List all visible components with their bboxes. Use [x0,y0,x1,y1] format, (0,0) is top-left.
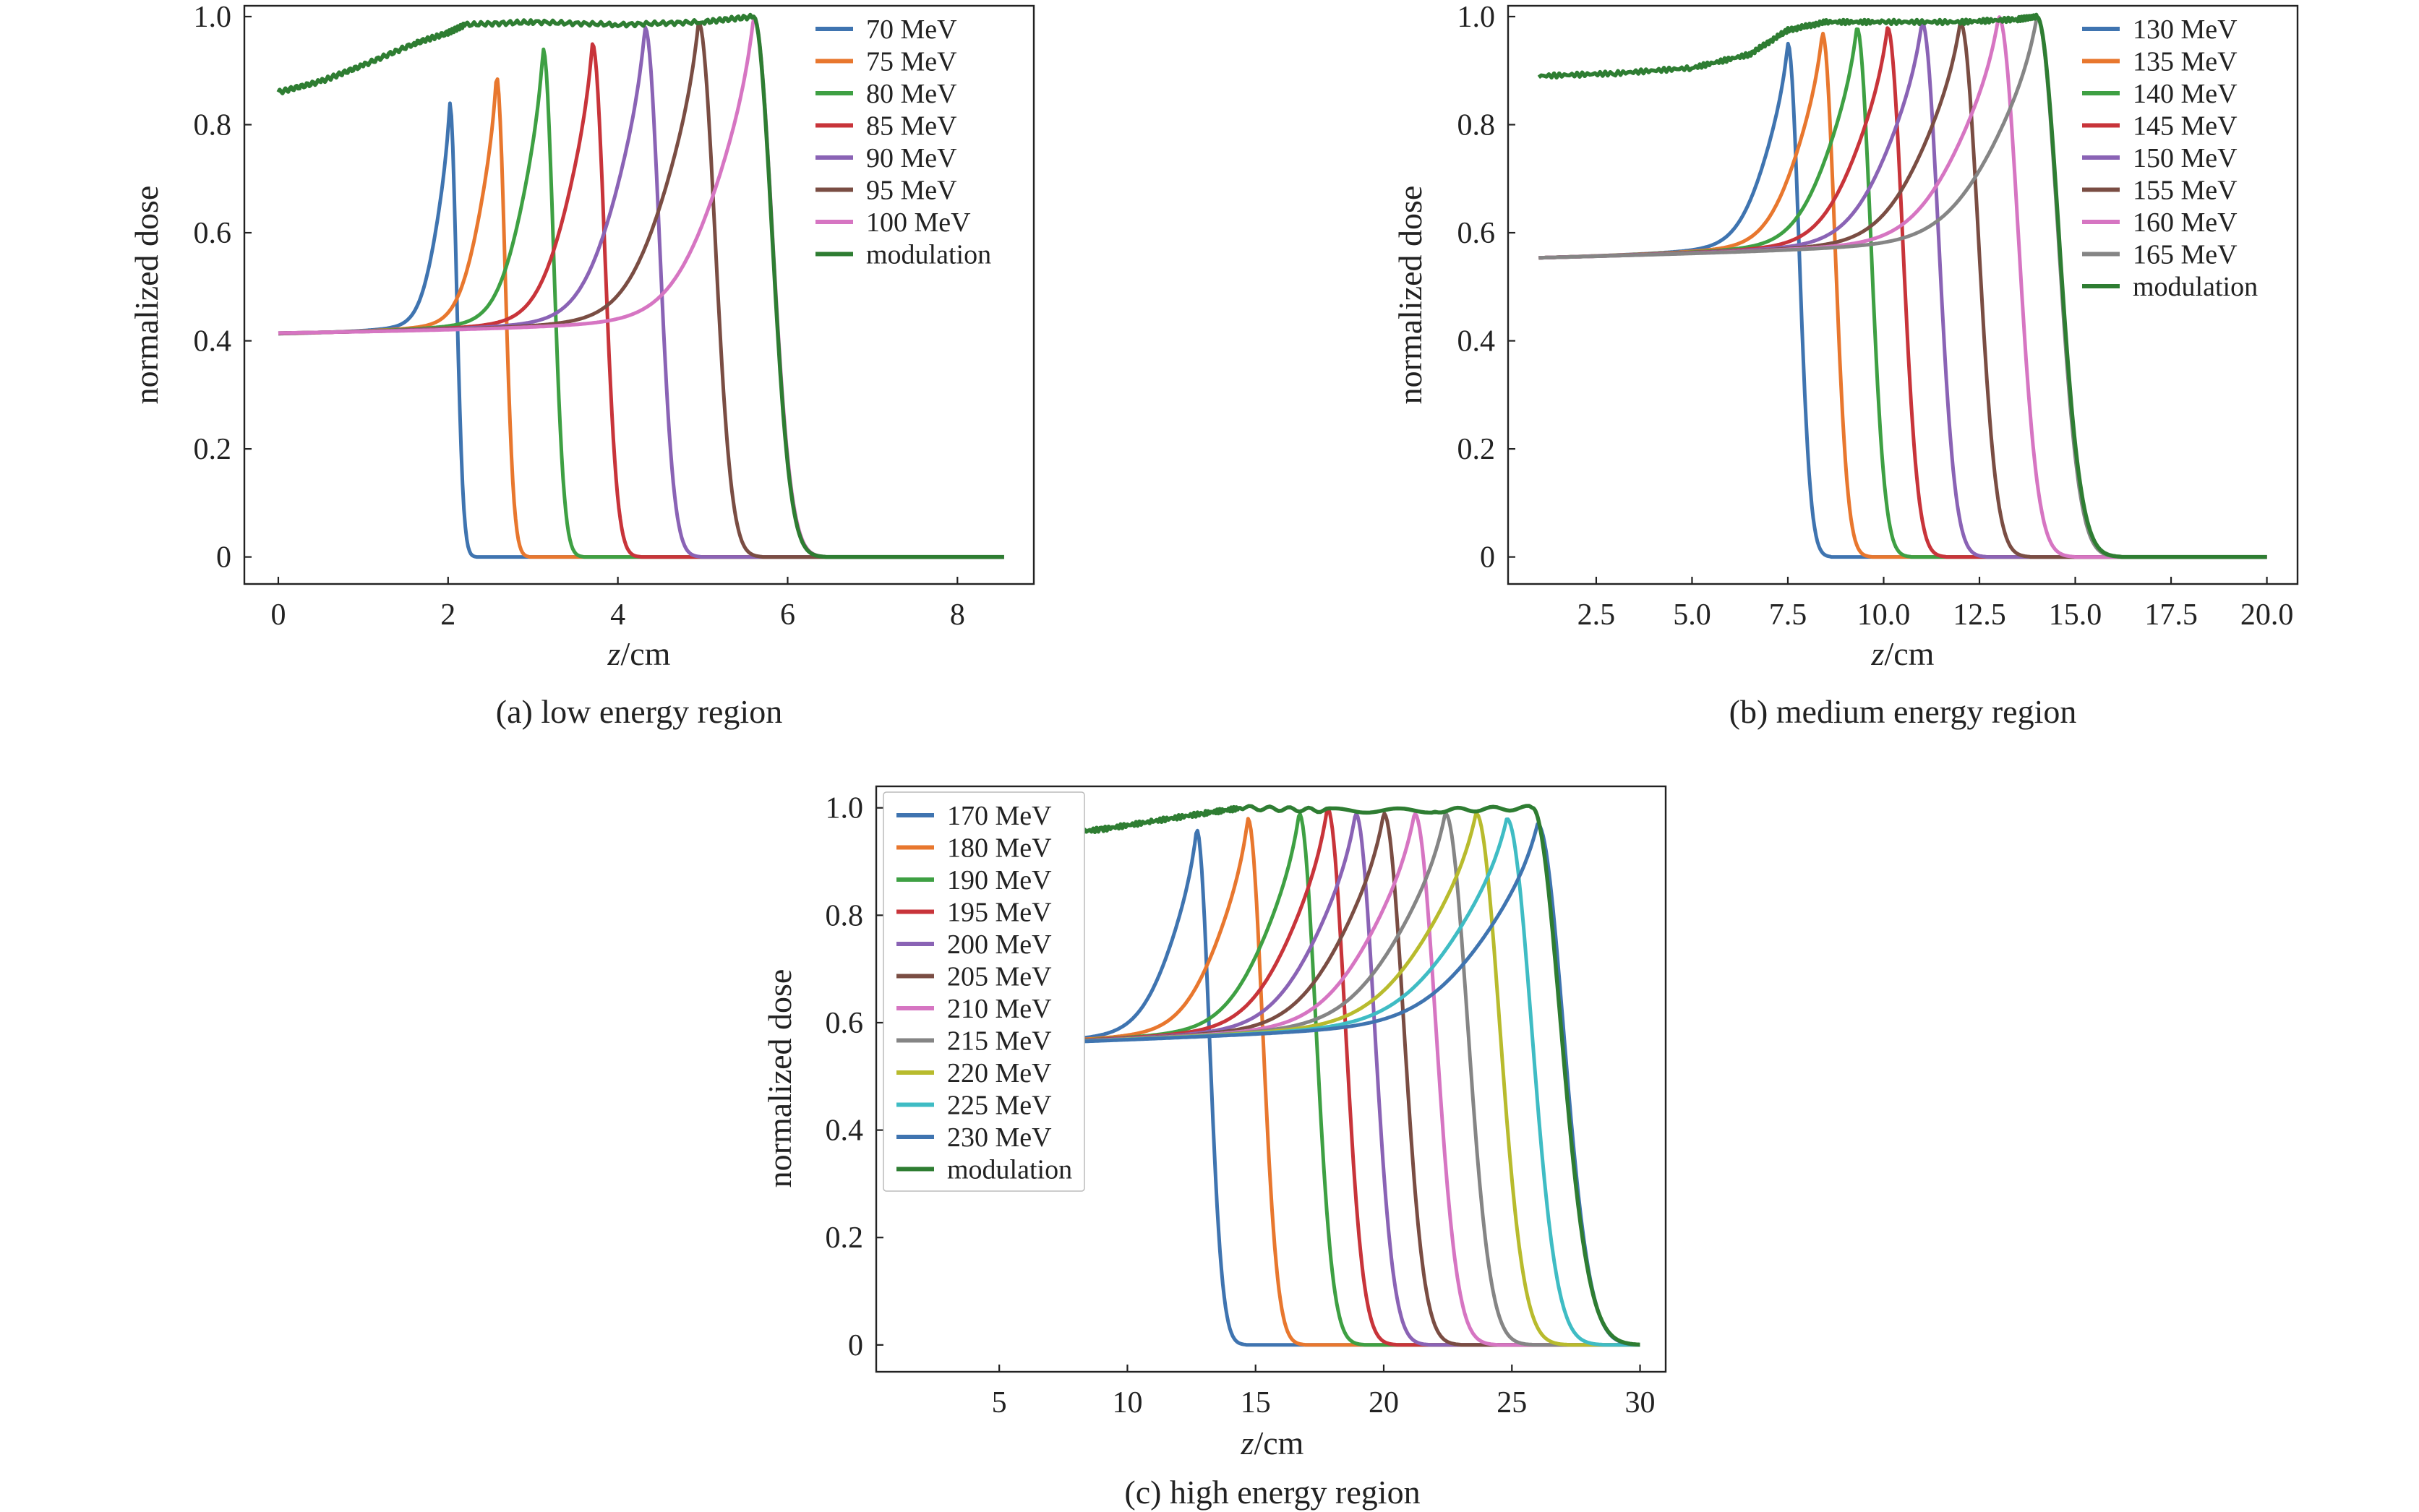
legend-label: 135 MeV [2133,47,2238,77]
legend-label: 85 MeV [866,111,957,142]
legend-label: 155 MeV [2133,176,2238,206]
legend-label: 230 MeV [947,1122,1052,1153]
x-tick-label: 7.5 [1769,598,1807,632]
x-tick-label: 12.5 [1953,598,2006,632]
legend-label: 205 MeV [947,962,1052,992]
x-tick-label: 8 [950,598,965,632]
legend-label: 80 MeV [866,79,957,109]
legend-label: 165 MeV [2133,240,2238,270]
x-tick-label: 20.0 [2240,598,2294,632]
x-tick-label: 10.0 [1857,598,1911,632]
plot-area [276,12,1005,559]
legend-label: 215 MeV [947,1026,1052,1057]
y-tick-label: 0.2 [194,433,232,466]
legend-label: 195 MeV [947,898,1052,928]
x-tick-label: 17.5 [2144,598,2198,632]
x-tick-label: 25 [1497,1386,1527,1419]
y-tick-label: 0 [1480,541,1495,575]
x-tick-label: 5 [992,1386,1007,1419]
x-tick-label: 0 [270,598,286,632]
legend-label: 210 MeV [947,994,1052,1024]
y-tick-label: 0.4 [194,325,232,358]
legend-label: 170 MeV [947,801,1052,831]
x-tick-label: 10 [1112,1386,1142,1419]
x-axis-label: z/cm [1871,635,1935,672]
legend-label: 100 MeV [866,207,971,238]
x-tick-label: 30 [1625,1386,1656,1419]
chart-caption: (a) low energy region [496,693,782,730]
y-tick-label: 0.6 [826,1007,864,1040]
y-tick-label: 0 [848,1329,863,1362]
plot-frame [875,785,1667,1373]
plot-frame [1507,4,2299,585]
series-line-modulation [276,12,1005,559]
y-tick-label: 0.8 [194,108,232,142]
y-axis-label: normalized dose [128,186,165,405]
x-axis-label: z/cm [1241,1425,1304,1461]
series-line-modulation [1537,12,2268,559]
legend-label: 225 MeV [947,1091,1052,1121]
chart-caption: (b) medium energy region [1729,693,2077,730]
plot-frame [243,4,1035,585]
legend-label: modulation [866,240,991,270]
y-tick-label: 1.0 [194,1,232,34]
y-tick-label: 0.8 [1457,108,1496,142]
x-tick-label: 6 [780,598,795,632]
legend-label: 220 MeV [947,1058,1052,1088]
legend-label: 145 MeV [2133,111,2238,142]
x-tick-label: 5.0 [1673,598,1711,632]
legend-label: 200 MeV [947,929,1052,960]
y-tick-label: 0.6 [1457,217,1496,250]
legend-label: 140 MeV [2133,79,2238,109]
plot-area [1537,12,2268,559]
x-tick-label: 20 [1369,1386,1399,1419]
legend-box [883,791,1085,1192]
y-tick-label: 0.2 [1457,433,1496,466]
x-tick-label: 15 [1241,1386,1271,1419]
legend-label: 70 MeV [866,14,957,45]
legend-label: 180 MeV [947,833,1052,864]
legend-label: 95 MeV [866,176,957,206]
legend-label: 190 MeV [947,865,1052,895]
legend-label: 75 MeV [866,47,957,77]
legend-label: 150 MeV [2133,143,2238,173]
chart-a: 0 2 4 6 8 0 0.2 0.4 0.6 0.8 1.0 z/cm normalized dose… [128,1,1035,730]
x-axis-label: z/cm [607,635,671,672]
legend-label: 160 MeV [2133,207,2238,238]
chart-caption: (c) high energy region [1124,1474,1420,1511]
y-tick-label: 0.4 [826,1114,864,1148]
chart-c: 5 10 15 20 25 30 0 0.2 0.4 0.6 0.8 1.0 z/cm normalize… [761,785,1667,1511]
x-tick-label: 15.0 [2049,598,2102,632]
y-tick-label: 0.8 [826,899,864,932]
y-tick-label: 0 [216,541,231,575]
y-tick-label: 1.0 [1457,1,1496,34]
legend-label: modulation [947,1155,1072,1185]
y-tick-label: 0.6 [194,217,232,250]
x-tick-label: 2 [440,598,455,632]
y-axis-label: normalized dose [761,969,798,1188]
legend-label: modulation [2133,272,2258,302]
y-tick-label: 0.2 [826,1221,864,1255]
x-tick-label: 2.5 [1577,598,1616,632]
legend-label: 90 MeV [866,143,957,173]
chart-b: 2.5 5.0 7.5 10.0 12.5 15.0 17.5 20.0 0 0.2 0.4 0.6 0… [1392,1,2299,730]
y-tick-label: 1.0 [826,792,864,825]
y-axis-label: normalized dose [1392,186,1429,405]
x-tick-label: 4 [610,598,625,632]
y-tick-label: 0.4 [1457,325,1496,358]
legend-label: 130 MeV [2133,14,2238,45]
